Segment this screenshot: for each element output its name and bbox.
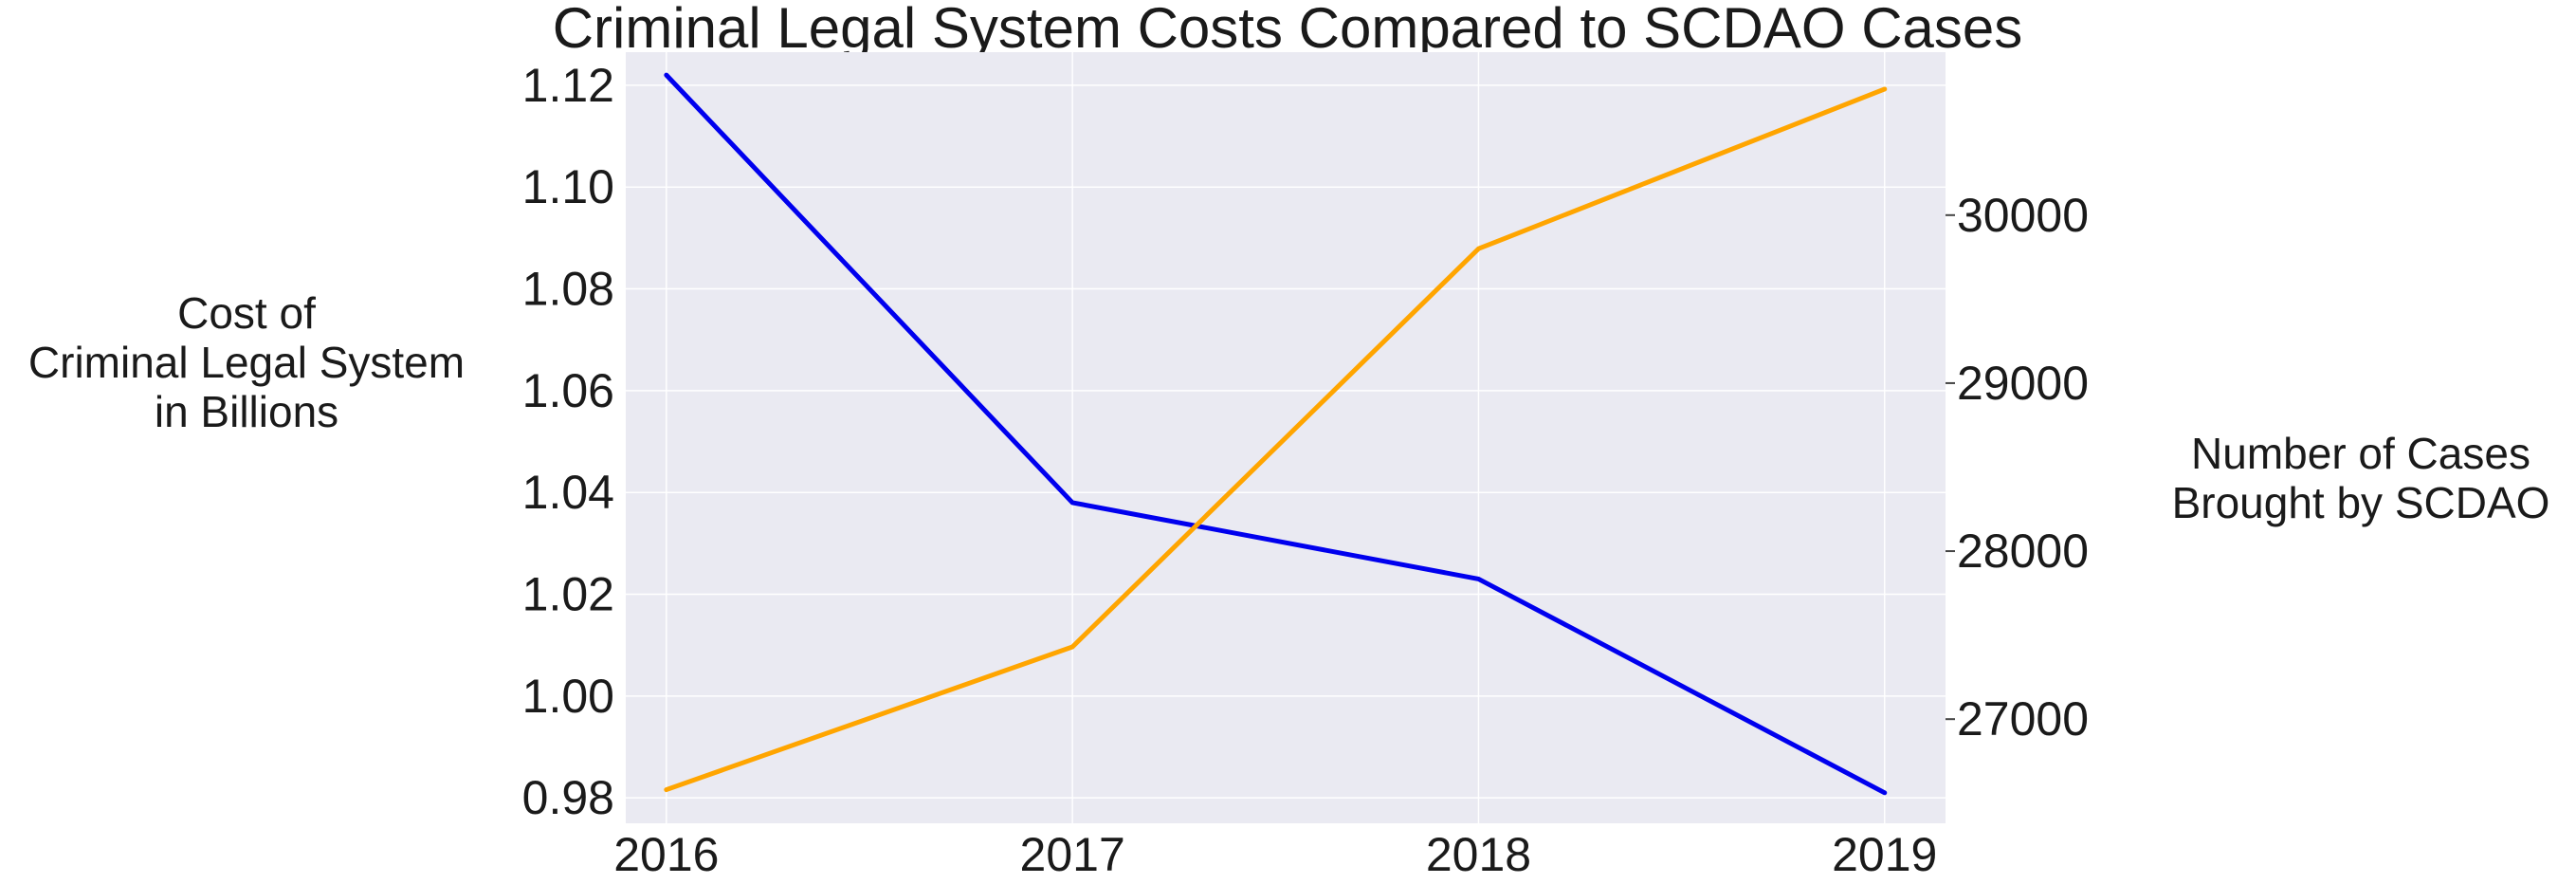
series-layer — [664, 72, 1888, 796]
x-tick-label: 2016 — [613, 828, 719, 881]
y-left-tick-label: 1.10 — [522, 160, 614, 213]
x-axis: 2016 2017 2018 2019 — [613, 828, 1937, 881]
series-line-cases — [664, 86, 1888, 793]
y-axis-left: 0.98 1.00 1.02 1.04 1.06 1.08 1.10 1.12 — [522, 59, 614, 824]
axis-label-line: Cost of — [177, 288, 316, 338]
x-tick-label: 2019 — [1832, 828, 1937, 881]
x-tick-label: 2018 — [1426, 828, 1531, 881]
axis-label-line: Criminal Legal System — [28, 338, 465, 387]
y-left-tick-label: 1.00 — [522, 670, 614, 723]
series-line-cost — [664, 72, 1888, 796]
y-left-tick-label: 1.12 — [522, 59, 614, 112]
y-left-tick-label: 1.04 — [522, 466, 614, 519]
y-left-tick-label: 0.98 — [522, 771, 614, 824]
chart-title: Criminal Legal System Costs Compared to … — [553, 0, 2023, 60]
y-left-tick-label: 1.06 — [522, 364, 614, 417]
y-axis-right: 27000 28000 29000 30000 — [1946, 189, 2089, 746]
grid-lines — [626, 52, 1946, 823]
y-left-tick-label: 1.02 — [522, 568, 614, 621]
y-right-tick-label: 27000 — [1957, 692, 2089, 746]
axis-label-line: Brought by SCDAO — [2172, 478, 2550, 527]
y-right-tick-label: 28000 — [1957, 525, 2089, 578]
axis-label-line: in Billions — [155, 387, 338, 436]
y-right-tick-label: 30000 — [1957, 189, 2089, 242]
y-right-tick-label: 29000 — [1957, 357, 2089, 410]
x-tick-label: 2017 — [1020, 828, 1125, 881]
y-left-tick-label: 1.08 — [522, 263, 614, 316]
axis-label-line: Number of Cases — [2191, 429, 2530, 478]
